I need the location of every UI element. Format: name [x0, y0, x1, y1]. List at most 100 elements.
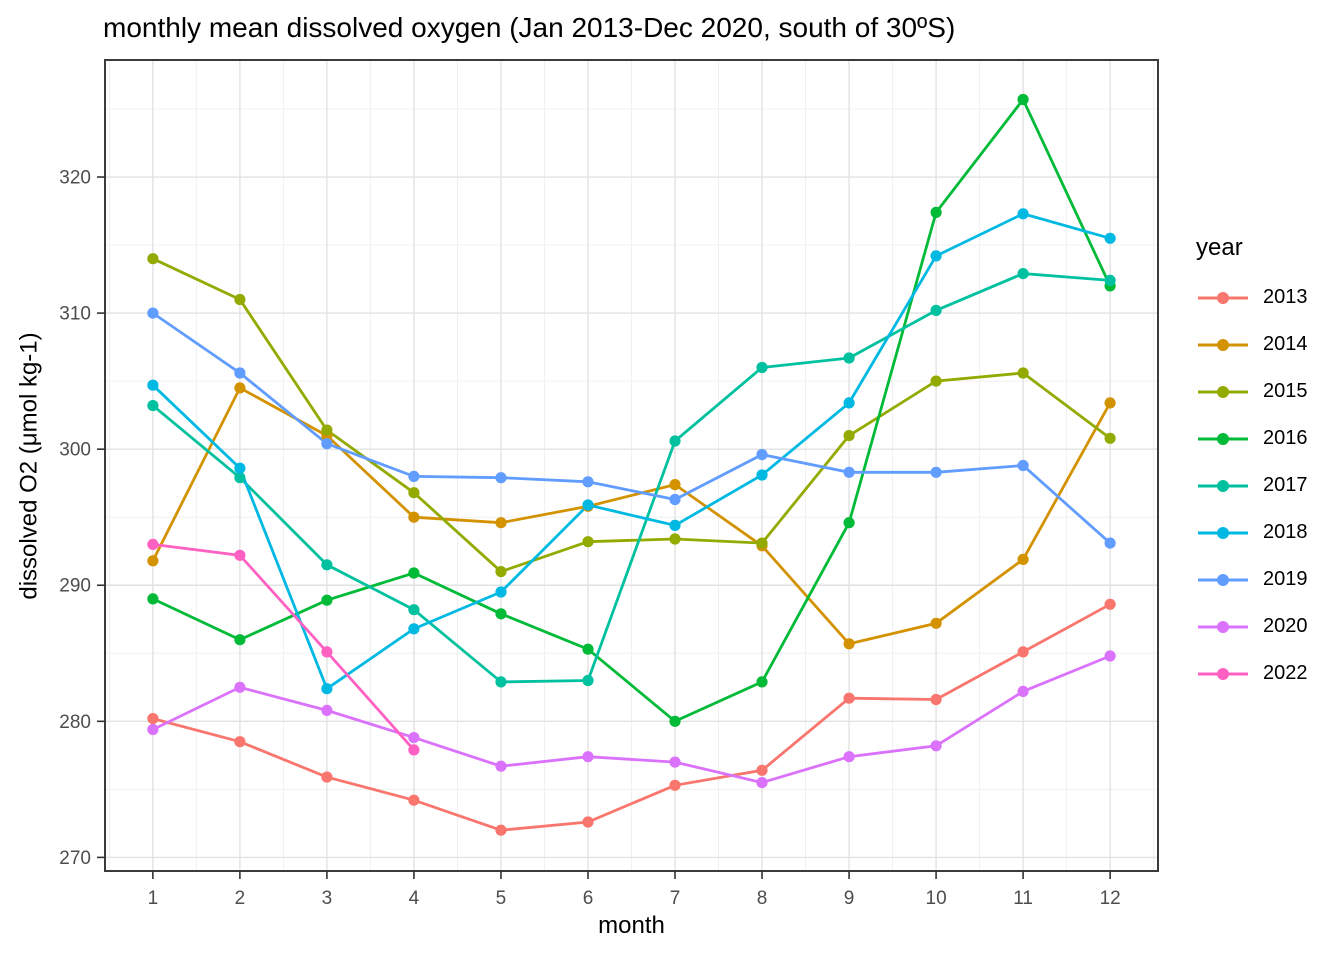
data-point-2016-m3 [321, 594, 333, 606]
data-point-2014-m5 [495, 517, 507, 529]
data-point-2019-m10 [930, 466, 942, 478]
y-axis-title-text: dissolved O2 (μmol kg-1) [16, 331, 43, 600]
y-tick-label: 290 [59, 576, 91, 597]
data-point-2013-m7 [669, 779, 681, 791]
data-point-2017-m8 [756, 361, 768, 374]
y-tick-label: 300 [59, 440, 91, 461]
legend-label: 2014 [1263, 333, 1308, 355]
legend-key-2014 [1198, 338, 1248, 351]
data-point-2017-m9 [843, 352, 855, 364]
x-tick-label: 10 [926, 888, 947, 909]
data-point-2014-m1 [147, 555, 159, 567]
plot-panel-border [104, 59, 1159, 872]
x-tick-label: 2 [235, 888, 246, 909]
legend-item-2013: 2013 [1196, 274, 1308, 321]
legend-item-2019: 2019 [1196, 556, 1308, 603]
data-point-2019-m5 [495, 472, 507, 484]
data-point-2020-m12 [1104, 650, 1116, 662]
data-point-2016-m8 [756, 676, 768, 688]
legend-item-2018: 2018 [1196, 509, 1308, 556]
data-point-2017-m7 [669, 435, 681, 447]
legend-item-2016: 2016 [1196, 415, 1308, 462]
legend-key-2020 [1198, 620, 1248, 633]
data-point-2017-m10 [930, 304, 942, 316]
series-line-2018 [151, 212, 1111, 691]
x-tick-label: 8 [757, 888, 768, 909]
legend-item-2015: 2015 [1196, 368, 1308, 415]
x-tick-label: 1 [148, 888, 159, 909]
legend-key-point [1217, 291, 1229, 304]
y-tick-label: 320 [59, 168, 91, 189]
data-point-2020-m4 [408, 732, 420, 744]
x-tick-label: 5 [496, 888, 507, 909]
x-tick-label: 4 [409, 888, 420, 909]
data-point-2019-m9 [843, 466, 855, 478]
series-line-2015 [152, 257, 1111, 574]
x-tick-label: 6 [583, 888, 594, 909]
data-point-2015-m2 [234, 293, 246, 306]
series-line-2013 [152, 603, 1111, 832]
legend-key-2022 [1198, 667, 1248, 680]
data-point-2013-m8 [756, 764, 768, 776]
data-point-2016-m1 [147, 593, 159, 605]
data-point-2015-m7 [669, 533, 681, 545]
legend-items: 2013 2014 2015 2016 2017 2018 2019 2020 2022 [1196, 274, 1308, 697]
data-point-2015-m4 [408, 487, 420, 499]
data-point-2018-m5 [495, 586, 507, 598]
legend-key-2019 [1198, 573, 1248, 586]
legend-key-point [1217, 338, 1229, 351]
data-point-2018-m7 [669, 519, 681, 532]
data-point-2016-m4 [408, 567, 420, 579]
data-point-2016-m7 [669, 715, 681, 727]
data-point-2017-m5 [495, 676, 507, 688]
legend-label: 2020 [1263, 615, 1308, 637]
data-point-2013-m10 [930, 693, 942, 706]
data-point-2020-m5 [495, 760, 507, 772]
data-point-2015-m3 [321, 424, 333, 436]
legend-item-2014: 2014 [1196, 321, 1308, 368]
series-line-2016 [152, 96, 1112, 723]
data-point-2018-m10 [930, 250, 942, 262]
data-point-2020-m9 [843, 751, 855, 763]
data-point-2013-m3 [321, 771, 333, 783]
x-tick-label: 12 [1100, 888, 1121, 909]
data-point-2013-m4 [408, 794, 420, 806]
data-point-2017-m11 [1017, 268, 1029, 280]
legend-key-2013 [1198, 291, 1248, 304]
x-tick-label: 3 [322, 888, 333, 909]
legend-label: 2016 [1263, 427, 1308, 449]
x-tick-label: 7 [670, 888, 681, 909]
data-point-2013-m5 [495, 824, 507, 836]
data-point-2015-m9 [843, 430, 855, 442]
legend-label: 2019 [1263, 568, 1308, 590]
x-tick-label: 9 [844, 888, 855, 909]
data-point-2018-m4 [408, 623, 420, 635]
data-point-2014-m4 [408, 511, 420, 523]
data-point-2017-m3 [321, 559, 333, 571]
data-point-2017-m2 [234, 472, 246, 484]
data-point-2013-m9 [843, 692, 855, 704]
y-tick-label: 280 [59, 712, 91, 733]
legend: year 2013 2014 2015 2016 2017 2018 2019 2020 202… [1196, 234, 1308, 697]
data-point-2014-m7 [669, 479, 681, 491]
legend-label: 2013 [1263, 286, 1308, 308]
data-point-2015-m11 [1017, 367, 1029, 379]
data-point-2015-m1 [147, 253, 159, 265]
data-point-2019-m4 [408, 470, 420, 482]
legend-label: 2018 [1263, 521, 1308, 543]
data-point-2019-m6 [582, 476, 594, 488]
x-tick-label: 11 [1013, 888, 1033, 909]
legend-label: 2017 [1263, 474, 1308, 496]
data-point-2013-m1 [147, 713, 159, 725]
data-point-2013-m12 [1104, 598, 1116, 610]
data-point-2017-m1 [147, 400, 159, 412]
legend-key-2017 [1198, 479, 1248, 492]
data-point-2020-m10 [930, 740, 942, 752]
data-point-2015-m6 [582, 536, 594, 548]
data-point-2015-m5 [495, 566, 507, 578]
data-point-2018-m3 [321, 683, 333, 695]
legend-label: 2022 [1263, 662, 1308, 684]
legend-title: year [1196, 234, 1243, 261]
data-point-2019-m11 [1017, 459, 1029, 472]
